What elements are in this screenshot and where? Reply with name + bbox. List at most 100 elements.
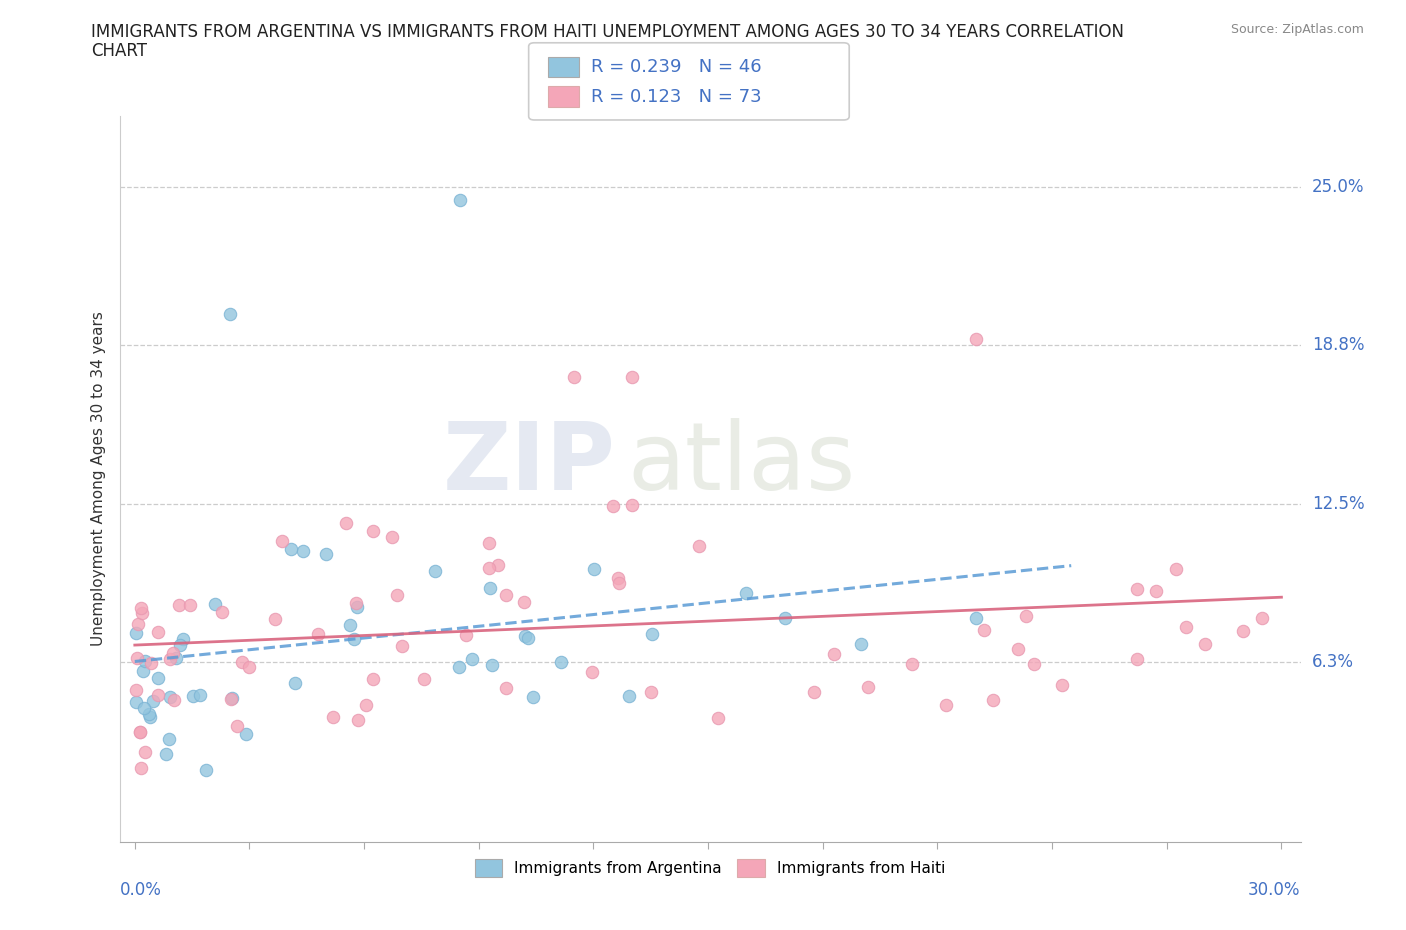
Point bbox=[346, 599, 368, 614]
Point bbox=[423, 563, 446, 578]
Point bbox=[280, 542, 302, 557]
Point bbox=[129, 600, 152, 615]
Point bbox=[606, 571, 628, 586]
Point bbox=[735, 586, 758, 601]
Text: CHART: CHART bbox=[91, 42, 148, 60]
Point bbox=[513, 629, 536, 644]
Point bbox=[129, 761, 152, 776]
Text: IMMIGRANTS FROM ARGENTINA VS IMMIGRANTS FROM HAITI UNEMPLOYMENT AMONG AGES 30 TO: IMMIGRANTS FROM ARGENTINA VS IMMIGRANTS … bbox=[91, 23, 1125, 41]
Point bbox=[583, 562, 606, 577]
Point bbox=[163, 693, 186, 708]
Point bbox=[138, 710, 160, 724]
Point bbox=[146, 671, 169, 685]
Point bbox=[356, 698, 378, 712]
Point bbox=[562, 370, 585, 385]
Point bbox=[973, 623, 995, 638]
Point bbox=[219, 692, 242, 707]
Point bbox=[707, 711, 730, 725]
Point bbox=[195, 763, 218, 777]
Point bbox=[148, 625, 170, 640]
Point bbox=[361, 524, 384, 538]
Point bbox=[688, 538, 710, 553]
Point bbox=[1251, 611, 1274, 626]
Point bbox=[486, 558, 509, 573]
Point bbox=[1015, 608, 1038, 623]
Text: 12.5%: 12.5% bbox=[1312, 496, 1364, 513]
Point bbox=[965, 332, 987, 347]
Point bbox=[125, 650, 148, 665]
Point bbox=[481, 658, 503, 672]
Point bbox=[478, 536, 501, 551]
Point bbox=[159, 651, 181, 666]
Point bbox=[155, 747, 177, 762]
Point bbox=[385, 588, 408, 603]
Point bbox=[513, 594, 536, 609]
Point bbox=[138, 707, 160, 722]
Text: 6.3%: 6.3% bbox=[1312, 653, 1354, 671]
Point bbox=[169, 637, 191, 652]
Point bbox=[935, 698, 957, 712]
Point bbox=[139, 656, 162, 671]
Text: ZIP: ZIP bbox=[443, 418, 616, 511]
Point bbox=[607, 576, 630, 591]
Point bbox=[125, 625, 148, 640]
Point bbox=[849, 636, 872, 651]
Point bbox=[1194, 636, 1216, 651]
Point bbox=[339, 618, 361, 632]
Point bbox=[602, 498, 624, 513]
Point bbox=[449, 659, 471, 674]
Point bbox=[292, 544, 315, 559]
Point bbox=[219, 307, 242, 322]
Point bbox=[263, 611, 285, 626]
Point bbox=[1174, 619, 1197, 634]
Point bbox=[1166, 561, 1188, 576]
Point bbox=[461, 652, 484, 667]
Point bbox=[284, 675, 307, 690]
Point bbox=[231, 655, 253, 670]
Point bbox=[204, 596, 226, 611]
Point bbox=[235, 727, 257, 742]
Point bbox=[391, 639, 413, 654]
Point bbox=[157, 731, 180, 746]
Point bbox=[965, 611, 987, 626]
Text: 0.0%: 0.0% bbox=[120, 881, 162, 898]
Point bbox=[179, 598, 201, 613]
Text: Source: ZipAtlas.com: Source: ZipAtlas.com bbox=[1230, 23, 1364, 36]
Point bbox=[344, 596, 367, 611]
Point bbox=[449, 193, 471, 207]
Point bbox=[347, 712, 370, 727]
Point bbox=[1125, 651, 1147, 666]
Point bbox=[322, 710, 344, 724]
Point bbox=[125, 695, 148, 710]
Point bbox=[640, 684, 662, 699]
Point bbox=[188, 687, 211, 702]
Point bbox=[517, 631, 540, 645]
Point bbox=[165, 651, 187, 666]
Point bbox=[1022, 657, 1045, 671]
Point bbox=[1126, 581, 1149, 596]
Point bbox=[159, 689, 181, 704]
Point bbox=[315, 546, 337, 561]
Point bbox=[495, 588, 517, 603]
Y-axis label: Unemployment Among Ages 30 to 34 years: Unemployment Among Ages 30 to 34 years bbox=[91, 312, 107, 646]
Point bbox=[134, 744, 156, 759]
Point bbox=[981, 693, 1004, 708]
Point bbox=[134, 654, 156, 669]
Point bbox=[1232, 624, 1254, 639]
Text: 18.8%: 18.8% bbox=[1312, 336, 1364, 353]
Point bbox=[343, 631, 366, 646]
Text: 25.0%: 25.0% bbox=[1312, 179, 1364, 196]
Text: R = 0.123   N = 73: R = 0.123 N = 73 bbox=[591, 87, 761, 106]
Point bbox=[128, 724, 150, 739]
Point bbox=[641, 626, 664, 641]
Point bbox=[307, 627, 329, 642]
Point bbox=[172, 631, 194, 646]
Point bbox=[238, 659, 260, 674]
Point bbox=[1050, 678, 1073, 693]
Point bbox=[129, 724, 152, 739]
Point bbox=[522, 689, 544, 704]
Point bbox=[125, 683, 148, 698]
Point bbox=[131, 605, 153, 620]
Point bbox=[167, 598, 190, 613]
Text: 30.0%: 30.0% bbox=[1249, 881, 1301, 898]
